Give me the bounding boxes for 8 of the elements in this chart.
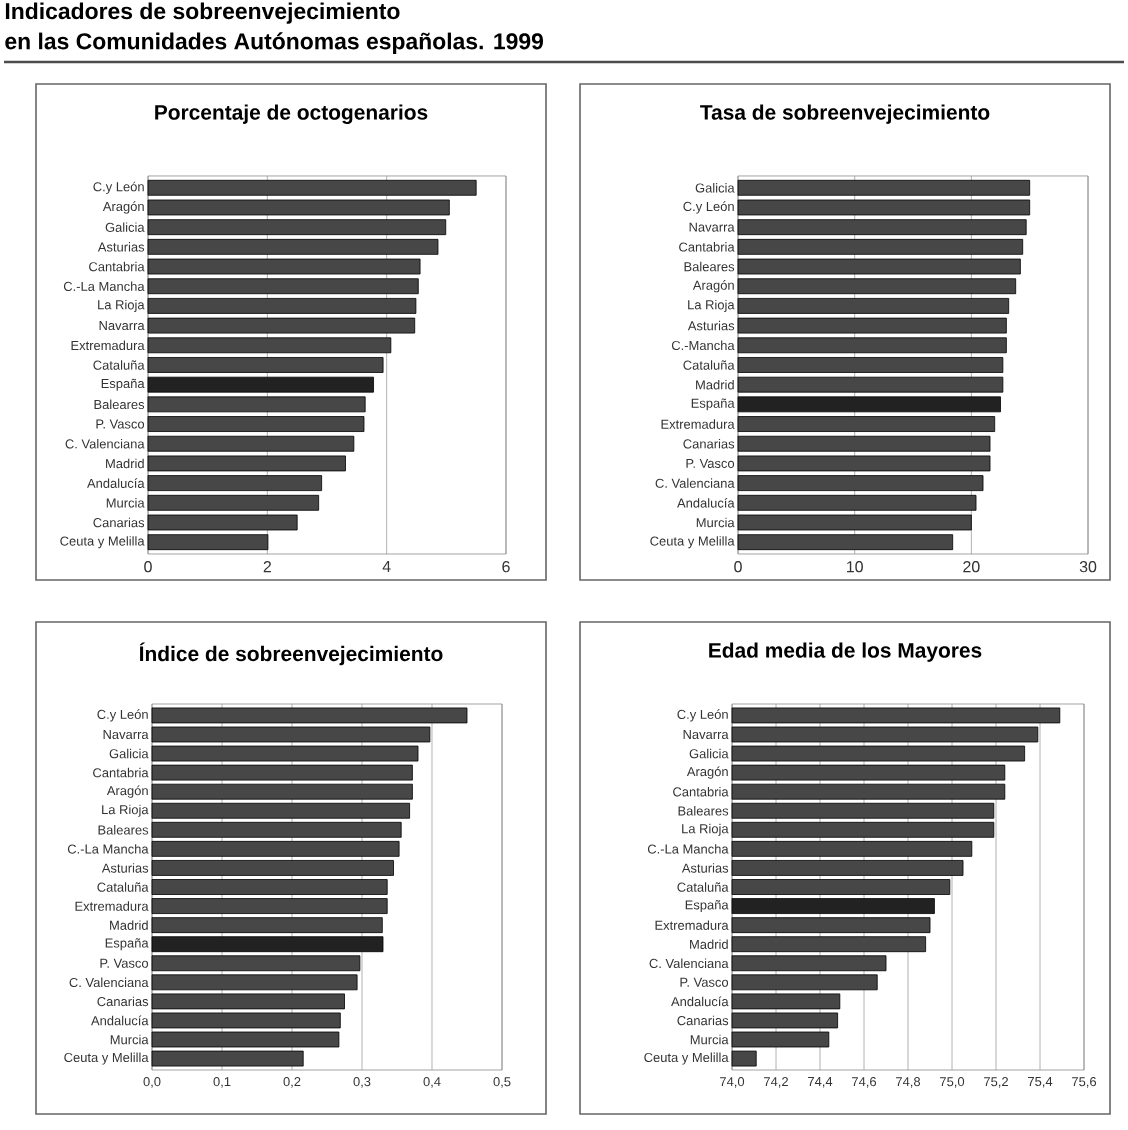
chart-title: Índice de sobreenvejecimiento: [139, 642, 443, 666]
chart-title: Tasa de sobreenvejecimiento: [700, 104, 990, 124]
text: Indicadores de sobreenvejecimiento: [5, 2, 400, 24]
chart-title: Edad media de los Mayores: [709, 642, 982, 662]
bar: [737, 357, 1004, 373]
text: en las Comunidades Autónomas españolas. 1999: [5, 32, 544, 54]
bar: [147, 357, 384, 373]
chart-title: Porcentaje de octogenarios: [155, 104, 428, 124]
